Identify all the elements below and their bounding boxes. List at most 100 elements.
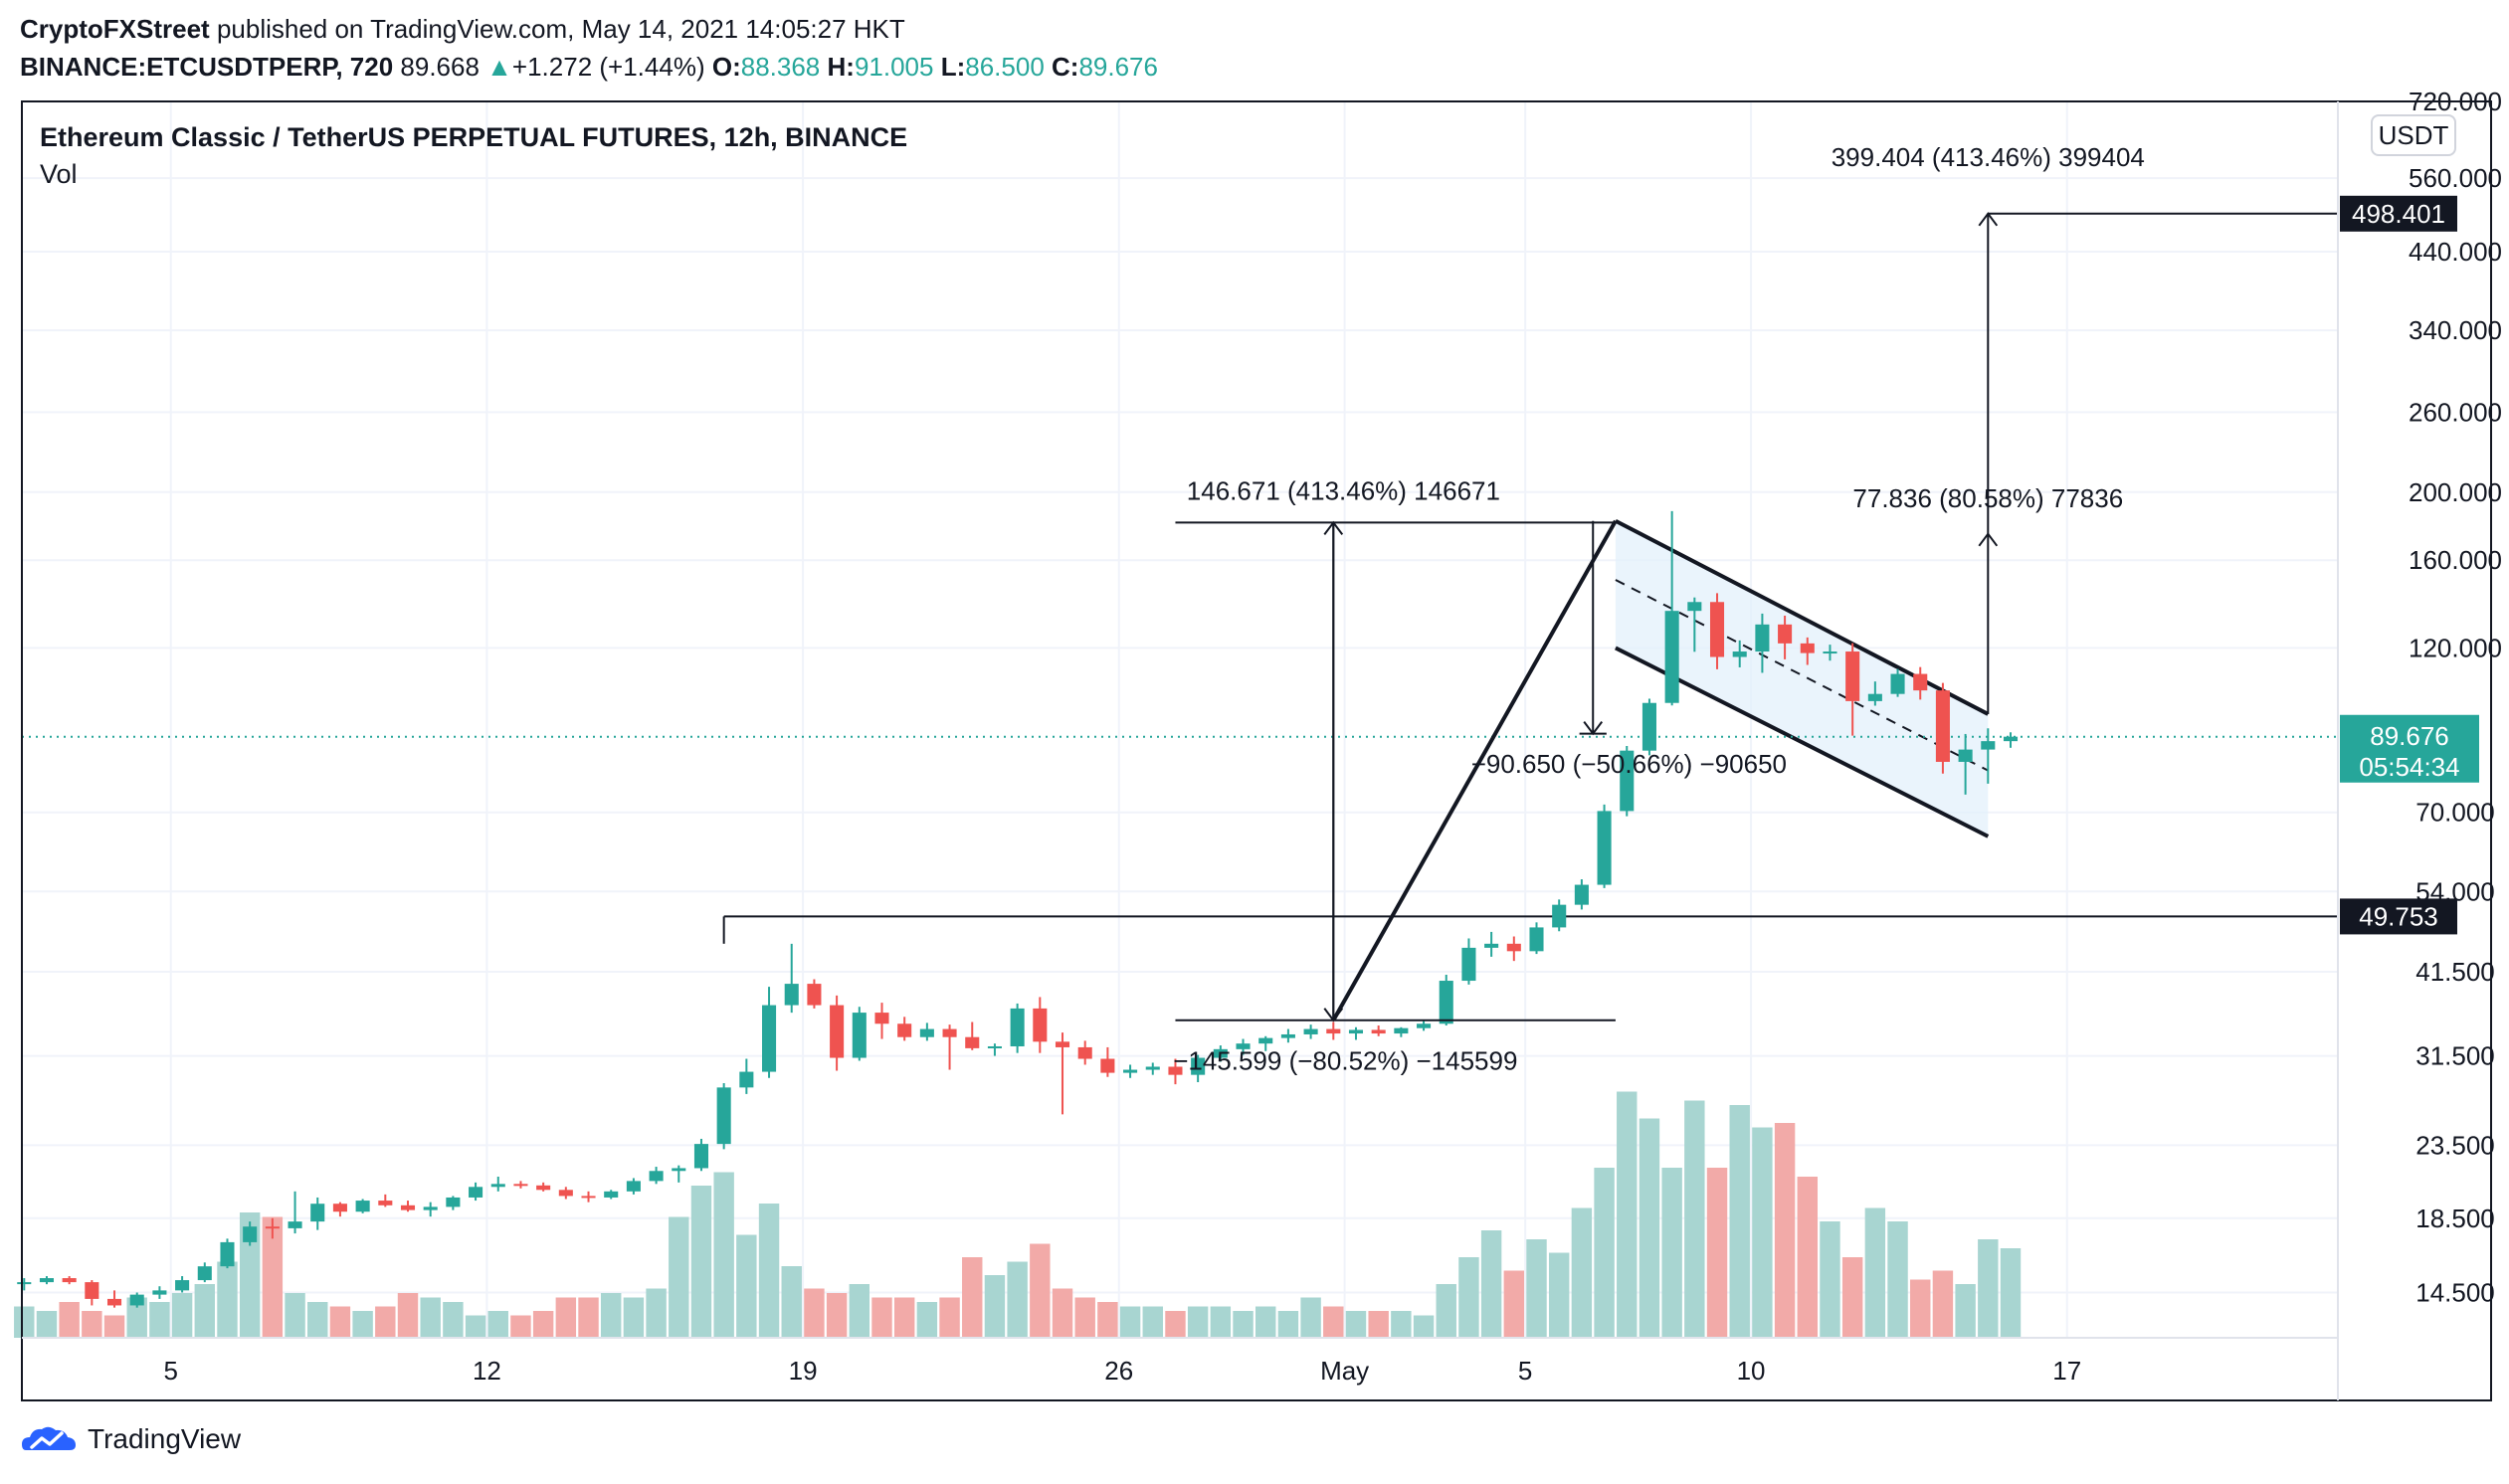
- level-price-tag[interactable]: [2340, 898, 2457, 935]
- volume-bar: [1458, 1257, 1479, 1338]
- volume-bar: [375, 1306, 396, 1338]
- candle-body: [39, 1278, 54, 1283]
- volume-bar: [893, 1297, 915, 1338]
- open-label: O:: [711, 52, 741, 82]
- candle-body: [1867, 693, 1882, 701]
- volume-bar: [601, 1293, 622, 1338]
- price-tick-label: 14.500: [2415, 1277, 2495, 1307]
- measure-label: 77.836 (80.58%) 77836: [1852, 483, 2123, 513]
- candle-body: [332, 1204, 347, 1212]
- candle-body: [469, 1187, 483, 1198]
- volume-bar: [1436, 1284, 1456, 1338]
- candle-body: [152, 1290, 167, 1295]
- candle-body: [129, 1294, 144, 1306]
- candle-body: [1890, 673, 1905, 694]
- volume-bar: [1413, 1315, 1435, 1338]
- candle-body: [1055, 1041, 1070, 1047]
- volume-bar: [217, 1261, 238, 1338]
- volume-bar: [1548, 1252, 1570, 1338]
- candle-body: [807, 984, 822, 1006]
- volume-bar: [1932, 1270, 1954, 1338]
- chart-frame: [21, 100, 2492, 1401]
- volume-bar: [1503, 1270, 1525, 1338]
- volume-bar: [443, 1302, 464, 1338]
- volume-bar: [1526, 1239, 1547, 1338]
- high-label: H:: [827, 52, 855, 82]
- candle-body: [1168, 1066, 1183, 1075]
- candle-body: [1574, 884, 1589, 905]
- volume-bar: [871, 1297, 892, 1338]
- candle-body: [762, 1005, 777, 1072]
- candle-body: [919, 1028, 934, 1037]
- volume-bar: [1955, 1284, 1976, 1338]
- volume-bar: [1007, 1261, 1028, 1338]
- volume-bar: [690, 1186, 712, 1338]
- volume-bar: [1864, 1207, 1886, 1338]
- level-price-tag[interactable]: [2340, 195, 2457, 232]
- candle-body: [1529, 927, 1544, 952]
- flagpole-line[interactable]: [1331, 519, 1618, 1021]
- volume-bar: [14, 1306, 35, 1338]
- volume-bar: [239, 1212, 261, 1338]
- volume-bar: [171, 1293, 193, 1338]
- volume-bar: [262, 1216, 284, 1338]
- candle-body: [1981, 741, 1996, 750]
- level-price-label: 49.753: [2359, 901, 2438, 931]
- volume-bar: [532, 1311, 554, 1338]
- candle-body: [1687, 602, 1702, 612]
- time-axis[interactable]: 5 12 19 26 May 5 10 17: [164, 1356, 2082, 1386]
- candle-body: [1597, 811, 1612, 885]
- candle-body: [1258, 1037, 1273, 1044]
- candle-body: [942, 1028, 957, 1037]
- candle-body: [1958, 749, 1973, 762]
- volume-bar: [1119, 1306, 1141, 1338]
- high-value: 91.005: [854, 52, 934, 82]
- drawings[interactable]: 146.671 (413.46%) 146671 −145.599 (−80.52…: [1173, 142, 2145, 1076]
- candle-body: [536, 1185, 551, 1191]
- candle-body: [1755, 624, 1770, 652]
- volume-bar: [1187, 1306, 1209, 1338]
- measure-label: −145.599 (−80.52%) −145599: [1173, 1045, 1517, 1075]
- candle-body: [626, 1181, 641, 1192]
- volume-legend: Vol: [40, 159, 78, 189]
- candle-body: [1800, 643, 1815, 653]
- volume-bar: [465, 1315, 486, 1338]
- candle-body: [604, 1191, 619, 1198]
- price-tick-label: 160.000: [2409, 545, 2502, 575]
- volume-bar: [1887, 1221, 1908, 1338]
- candle-body: [1484, 943, 1499, 948]
- horizontal-levels[interactable]: [22, 212, 2338, 944]
- volume-bar: [623, 1297, 645, 1338]
- volume-bar: [1030, 1243, 1051, 1338]
- price-tick-label: 41.500: [2415, 957, 2495, 987]
- volume-bar: [1820, 1221, 1840, 1338]
- last-price: 89.668: [400, 52, 480, 82]
- volume-bar: [2000, 1248, 2022, 1338]
- chart-header: CryptoFXStreet published on TradingView.…: [20, 10, 2489, 86]
- price-axis[interactable]: 720.000 560.000 440.000 340.000 260.000 200.0…: [2340, 87, 2502, 1307]
- volume-bar: [1910, 1279, 1931, 1338]
- volume-bar: [1074, 1297, 1095, 1338]
- candle-body: [513, 1184, 528, 1187]
- candle-body: [965, 1036, 980, 1048]
- candle-body: [874, 1013, 889, 1024]
- candle-body: [310, 1204, 325, 1222]
- volume-bar: [1210, 1306, 1232, 1338]
- volume-bar: [781, 1266, 802, 1338]
- candle-body: [220, 1241, 235, 1267]
- candle-body: [784, 984, 799, 1006]
- currency-badge[interactable]: [2371, 114, 2456, 156]
- candle-body: [1823, 651, 1837, 654]
- author-name[interactable]: CryptoFXStreet: [20, 14, 210, 44]
- volume-bar: [736, 1234, 757, 1338]
- candle-body: [1664, 611, 1679, 703]
- candle-body: [1732, 651, 1747, 657]
- last-price-tag[interactable]: [2340, 714, 2479, 783]
- volume-bar: [1571, 1207, 1593, 1338]
- candle-body: [672, 1168, 686, 1172]
- volume-bar: [285, 1293, 305, 1338]
- volume-bar: [487, 1311, 508, 1338]
- volume-bar: [555, 1297, 577, 1338]
- candle-body: [739, 1071, 754, 1088]
